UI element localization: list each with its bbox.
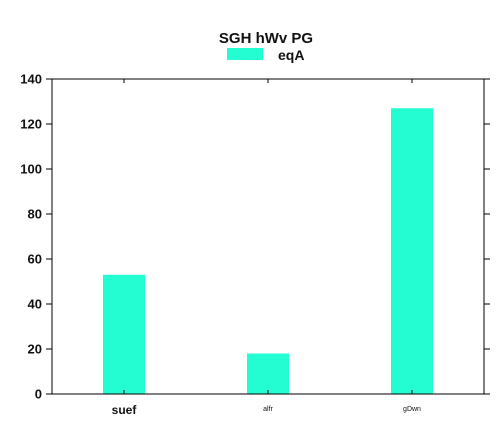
- bar-gDwn: [391, 108, 433, 394]
- bar-suef: [103, 274, 145, 394]
- legend: eqA: [227, 47, 304, 63]
- y-tick-label: 80: [28, 207, 42, 222]
- y-tick-label: 140: [20, 72, 42, 87]
- bar-alfr: [247, 353, 289, 394]
- y-tick-label: 0: [35, 387, 42, 402]
- x-axis-ticks: suef alfr gDwn: [112, 79, 421, 417]
- x-tick-label: suef: [112, 403, 138, 417]
- y-axis-ticks: 0 20 40 60 80 100 120 140: [20, 72, 490, 402]
- y-tick-label: 100: [20, 162, 42, 177]
- legend-label-eqA: eqA: [278, 47, 304, 63]
- x-tick-label: alfr: [263, 406, 273, 413]
- bars-group: [103, 108, 433, 394]
- y-tick-label: 40: [28, 297, 42, 312]
- y-tick-label: 20: [28, 342, 42, 357]
- y-tick-label: 60: [28, 252, 42, 267]
- x-tick-label: gDwn: [403, 406, 421, 413]
- plot-frame: [51, 78, 485, 395]
- chart-title: SGH hWv PG: [219, 30, 313, 47]
- y-tick-label: 120: [20, 117, 42, 132]
- legend-swatch-eqA: [227, 48, 263, 60]
